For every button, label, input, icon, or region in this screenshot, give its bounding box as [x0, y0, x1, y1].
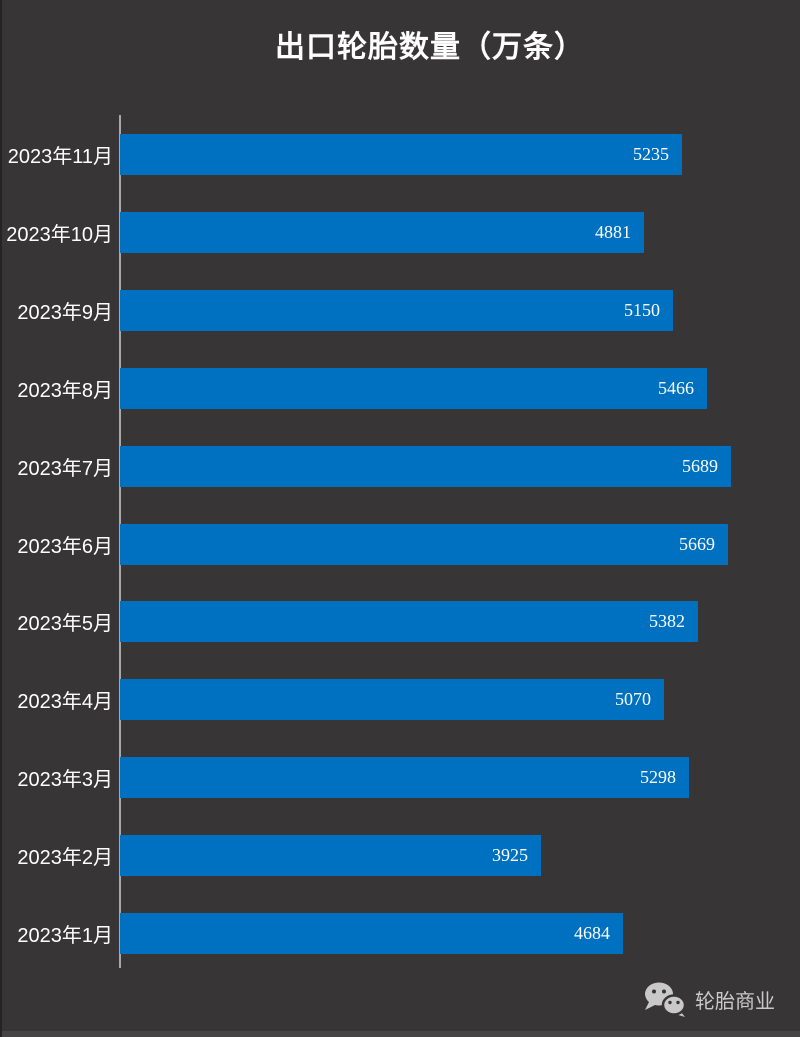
category-label: 2023年8月	[17, 379, 113, 402]
bar: 4684	[120, 913, 623, 954]
bar: 5382	[120, 601, 698, 643]
category-label: 2023年7月	[17, 457, 113, 480]
bar-row: 2023年4月 5070	[0, 679, 664, 721]
value-label: 5689	[682, 455, 718, 476]
category-label: 2023年4月	[17, 691, 113, 714]
bar: 5669	[120, 523, 728, 565]
bar: 4881	[120, 211, 644, 253]
bar-row: 2023年8月 5466	[0, 367, 707, 409]
bar: 5070	[120, 679, 664, 721]
wechat-icon	[645, 982, 687, 1017]
bottom-edge-strip	[0, 1031, 800, 1037]
bar: 5466	[120, 367, 707, 409]
bar: 5689	[120, 445, 731, 487]
value-label: 4881	[595, 221, 631, 242]
bar-row: 2023年3月 5298	[0, 757, 689, 799]
category-label: 2023年10月	[6, 223, 113, 246]
bar-row: 2023年6月 5669	[0, 523, 728, 565]
bar: 3925	[120, 835, 541, 877]
value-label: 5669	[679, 533, 715, 554]
bar-row: 2023年1月 4684	[0, 913, 623, 954]
value-label: 5466	[658, 377, 694, 398]
left-edge-strip	[0, 0, 2, 1037]
value-label: 4684	[574, 923, 610, 943]
bar: 5150	[120, 289, 673, 331]
value-label: 3925	[492, 845, 528, 866]
watermark: 轮胎商业	[643, 981, 775, 1017]
category-label: 2023年1月	[17, 925, 113, 947]
chart-title: 出口轮胎数量（万条）	[275, 31, 585, 64]
bar-row: 2023年11月 5235	[0, 134, 682, 175]
bar-row: 2023年10月 4881	[0, 211, 644, 253]
category-label: 2023年9月	[17, 301, 113, 324]
value-label: 5235	[633, 144, 669, 164]
bar-row: 2023年9月 5150	[0, 289, 673, 331]
bar: 5235	[120, 134, 682, 175]
category-label: 2023年6月	[17, 535, 113, 558]
category-label: 2023年3月	[17, 769, 113, 792]
value-label: 5382	[649, 611, 685, 632]
category-label: 2023年2月	[17, 847, 113, 870]
bar-row: 2023年5月 5382	[0, 601, 698, 643]
bar-row: 2023年2月 3925	[0, 835, 541, 877]
value-label: 5150	[624, 299, 660, 320]
bar: 5298	[120, 757, 689, 799]
value-label: 5070	[615, 689, 651, 710]
category-label: 2023年5月	[17, 613, 113, 636]
bar-row: 2023年7月 5689	[0, 445, 731, 487]
watermark-label: 轮胎商业	[695, 990, 775, 1013]
category-label: 2023年11月	[7, 146, 113, 168]
value-label: 5298	[640, 767, 676, 788]
